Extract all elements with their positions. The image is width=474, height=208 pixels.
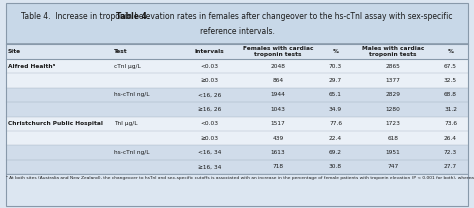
Bar (6, 45, 468, 59)
Text: 67.5: 67.5 (444, 64, 457, 69)
Text: 618: 618 (388, 136, 399, 141)
Text: 77.6: 77.6 (329, 121, 342, 126)
Text: 72.3: 72.3 (444, 150, 457, 155)
Text: 1377: 1377 (385, 78, 401, 83)
Text: <16, 26: <16, 26 (198, 93, 221, 98)
Text: Intervals: Intervals (195, 49, 225, 54)
Text: Site: Site (8, 49, 21, 54)
Text: %: % (447, 49, 454, 54)
Text: %: % (333, 49, 338, 54)
Bar (6, 160, 468, 174)
Text: 2048: 2048 (271, 64, 285, 69)
Text: Test: Test (114, 49, 128, 54)
Bar (6, 59, 468, 73)
Text: ≥0.03: ≥0.03 (201, 78, 219, 83)
Text: ≥16, 34: ≥16, 34 (198, 165, 221, 170)
Text: Females with cardiac
troponin tests: Females with cardiac troponin tests (243, 46, 313, 57)
Text: 718: 718 (273, 165, 283, 170)
Text: 68.8: 68.8 (444, 93, 457, 98)
Text: 1280: 1280 (385, 107, 401, 112)
Bar (6, 73, 468, 88)
Bar (6, 145, 468, 160)
Text: 32.5: 32.5 (444, 78, 457, 83)
Text: TnI μg/L: TnI μg/L (114, 121, 138, 126)
Text: <0.03: <0.03 (201, 121, 219, 126)
Text: 1517: 1517 (271, 121, 285, 126)
Text: reference intervals.: reference intervals. (200, 27, 274, 36)
Text: Males with cardiac
troponin tests: Males with cardiac troponin tests (362, 46, 424, 57)
Text: 31.2: 31.2 (444, 107, 457, 112)
Text: 2829: 2829 (385, 93, 401, 98)
Text: Christchurch Public Hospital: Christchurch Public Hospital (8, 121, 102, 126)
Text: hs-cTnI ng/L: hs-cTnI ng/L (114, 93, 150, 98)
Text: 439: 439 (273, 136, 283, 141)
Text: 1723: 1723 (385, 121, 401, 126)
Text: cTnI μg/L: cTnI μg/L (114, 64, 141, 69)
Text: 73.6: 73.6 (444, 121, 457, 126)
Text: 29.7: 29.7 (329, 78, 342, 83)
Text: 864: 864 (273, 78, 283, 83)
Text: 1613: 1613 (271, 150, 285, 155)
Text: 65.1: 65.1 (329, 93, 342, 98)
Text: 27.7: 27.7 (444, 165, 457, 170)
Text: 26.4: 26.4 (444, 136, 457, 141)
Text: hs-cTnI ng/L: hs-cTnI ng/L (114, 150, 150, 155)
Text: 747: 747 (387, 165, 399, 170)
Text: 1944: 1944 (271, 93, 285, 98)
Bar (6, 131, 468, 145)
Bar (6, 88, 468, 102)
Text: Table 4.: Table 4. (116, 12, 150, 21)
Text: ≥0.03: ≥0.03 (201, 136, 219, 141)
Text: 30.8: 30.8 (329, 165, 342, 170)
Text: 1043: 1043 (271, 107, 285, 112)
Text: 70.3: 70.3 (329, 64, 342, 69)
Text: 34.9: 34.9 (329, 107, 342, 112)
Text: ≥16, 26: ≥16, 26 (198, 107, 221, 112)
Text: Alfred Healthᵃ: Alfred Healthᵃ (8, 64, 55, 69)
Text: 2865: 2865 (385, 64, 401, 69)
Text: <0.03: <0.03 (201, 64, 219, 69)
Text: <16, 34: <16, 34 (198, 150, 221, 155)
Bar (6, 102, 468, 116)
Bar (6, 116, 468, 131)
Text: 1951: 1951 (386, 150, 401, 155)
Text: ᵃ At both sites (Australia and New Zealand), the changeover to hsTnI and sex-spe: ᵃ At both sites (Australia and New Zeala… (6, 176, 474, 180)
Text: Table 4.  Increase in troponin I elevation rates in females after changeover to : Table 4. Increase in troponin I elevatio… (21, 12, 453, 21)
Text: 22.4: 22.4 (329, 136, 342, 141)
Bar (6, 3, 468, 43)
Text: 69.2: 69.2 (329, 150, 342, 155)
